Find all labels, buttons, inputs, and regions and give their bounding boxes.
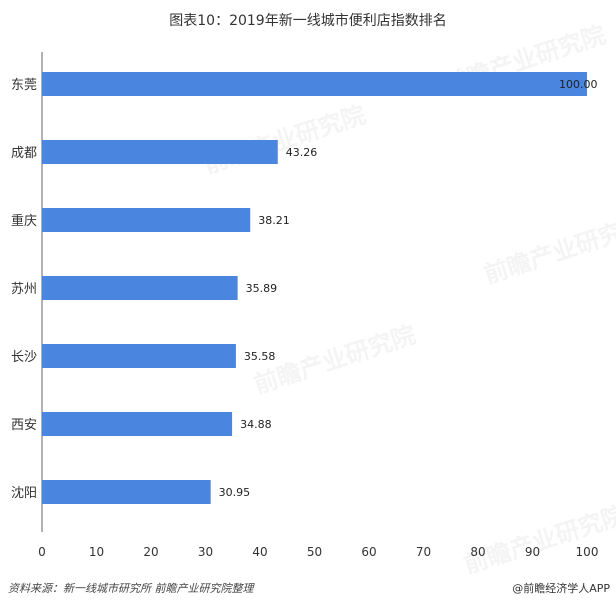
bar [42,480,211,504]
category-label: 西安 [11,418,37,433]
x-tick-label: 10 [89,545,104,559]
bar [42,412,233,436]
bar [42,72,587,96]
chart-title: 图表10：2019年新一线城市便利店指数排名 [169,13,447,29]
category-label: 长沙 [11,350,37,365]
category-label: 苏州 [11,281,37,297]
bar [42,208,251,232]
bar [42,140,278,164]
data-label: 35.89 [246,282,278,295]
data-label: 43.26 [286,146,318,159]
bar [42,276,238,300]
x-tick-label: 0 [38,545,46,559]
x-tick-label: 100 [576,545,599,559]
x-tick-label: 80 [470,545,485,559]
x-tick-label: 30 [198,545,213,559]
source-note: 资料来源：新一线城市研究所 前瞻产业研究院整理 [8,582,254,595]
category-label: 重庆 [11,213,37,229]
x-tick-label: 50 [307,545,322,559]
data-label: 34.88 [240,418,272,431]
data-label: 100.00 [559,78,598,91]
category-label: 沈阳 [11,486,37,501]
x-tick-label: 90 [525,545,540,559]
data-label: 30.95 [219,486,251,499]
data-label: 38.21 [258,214,290,227]
x-tick-label: 70 [416,545,431,559]
category-label: 成都 [11,146,37,161]
bar [42,344,236,368]
x-tick-label: 20 [143,545,158,559]
data-label: 35.58 [244,350,276,363]
x-tick-label: 60 [361,545,376,559]
category-label: 东莞 [11,78,37,93]
x-tick-label: 40 [252,545,267,559]
brand-mark: @前瞻经济学人APP [512,582,610,595]
